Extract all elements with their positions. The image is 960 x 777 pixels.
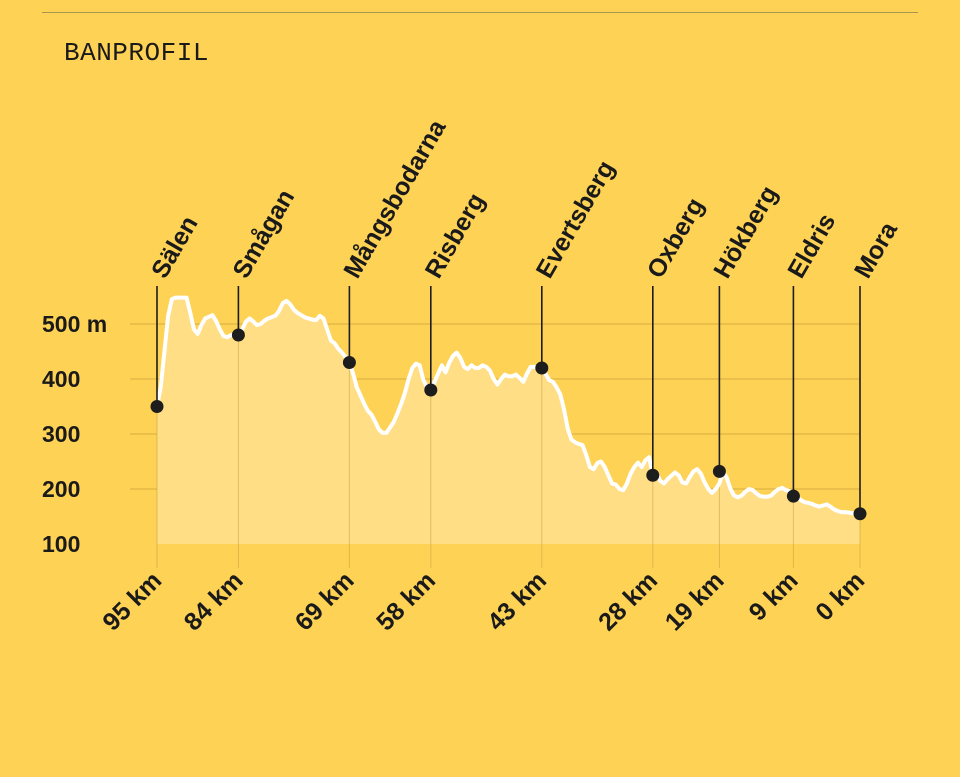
station-markers — [150, 328, 867, 521]
y-tick-label: 200 — [42, 476, 80, 502]
y-tick-label: 400 — [42, 366, 80, 392]
station-label: Hökberg — [708, 181, 783, 283]
station-label: Mora — [849, 216, 904, 283]
station-marker — [535, 361, 549, 375]
station-marker — [231, 328, 245, 342]
station-marker — [424, 383, 438, 397]
station-marker — [853, 507, 867, 521]
top-divider — [42, 12, 918, 13]
x-tick-label: 84 km — [179, 566, 249, 636]
x-tick-label: 58 km — [371, 566, 441, 636]
station-marker — [646, 468, 660, 482]
elevation-line — [155, 295, 862, 516]
station-marker — [150, 400, 164, 413]
station-label: Smågan — [227, 185, 300, 283]
x-tick-label: 19 km — [660, 566, 730, 636]
x-tick-label: 69 km — [290, 566, 360, 636]
station-label: Oxberg — [642, 193, 710, 283]
station-marker — [342, 356, 356, 369]
station-marker — [786, 489, 800, 503]
y-tick-label: 100 — [42, 531, 80, 557]
page-title: BANPROFIL — [64, 38, 209, 68]
y-tick-label: 300 — [42, 421, 80, 447]
y-axis-labels: 100 200 300 400 500 m — [42, 311, 107, 557]
elevation-area — [157, 297, 860, 544]
x-tick-label: 43 km — [482, 566, 552, 636]
station-label: Risberg — [420, 188, 491, 283]
x-tick-label: 28 km — [593, 566, 663, 636]
station-marker — [712, 464, 726, 478]
station-label: Eldris — [782, 209, 841, 283]
station-label: Sälen — [146, 211, 204, 283]
x-tick-label: 0 km — [810, 566, 870, 626]
station-label: Evertsberg — [531, 156, 621, 283]
x-tick-label: 9 km — [744, 566, 804, 626]
station-leaders — [156, 286, 861, 514]
x-tick-label: 95 km — [97, 566, 167, 636]
y-tick-label: 500 m — [42, 311, 107, 337]
